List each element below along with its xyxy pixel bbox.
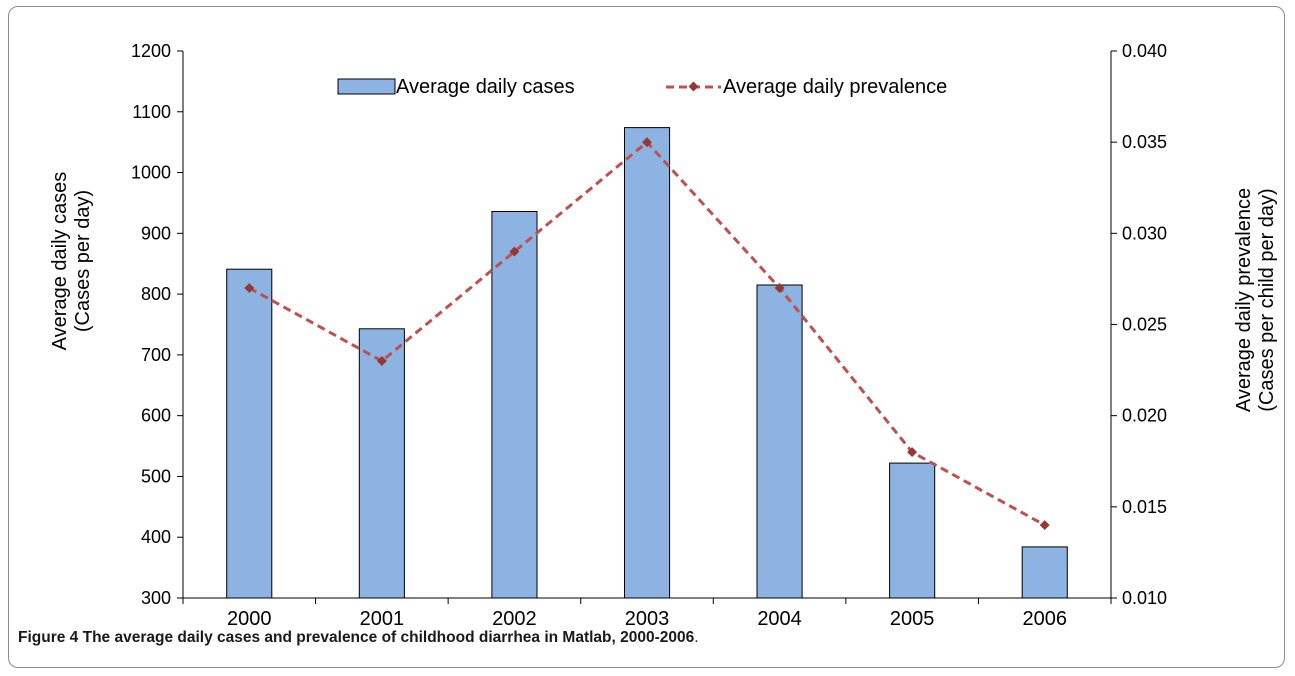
bar-2000 xyxy=(226,268,273,599)
prevalence-point-2003 xyxy=(642,137,652,148)
right-tick-label: 0.040 xyxy=(1122,41,1167,61)
y-left-label-line1: Average daily cases xyxy=(49,172,71,351)
left-axis: 300 400 500 600 700 800 900 1000 1100 1200 xyxy=(131,41,184,608)
left-tick-label: 800 xyxy=(141,284,171,304)
left-tick-label: 900 xyxy=(141,223,171,243)
bar-2005 xyxy=(889,462,936,599)
left-tick-label: 1000 xyxy=(131,163,171,183)
right-tick-label: 0.030 xyxy=(1122,223,1167,243)
right-tick-label: 0.010 xyxy=(1122,588,1167,608)
bar-2002 xyxy=(491,211,538,599)
prevalence-point-2004 xyxy=(774,283,785,293)
figure-caption: Figure 4 The average daily cases and pre… xyxy=(18,629,699,647)
line-series xyxy=(244,137,1050,531)
caption-label: Figure 4 xyxy=(18,629,79,646)
left-tick-label: 700 xyxy=(141,345,171,365)
bar-2003 xyxy=(624,127,671,599)
x-tick-label: 2006 xyxy=(1022,608,1067,630)
caption-text: The average daily cases and prevalence o… xyxy=(78,629,695,646)
x-tick-label: 2005 xyxy=(890,608,935,630)
prevalence-point-2000 xyxy=(244,283,255,293)
left-tick-label: 400 xyxy=(141,527,171,547)
caption-end: . xyxy=(694,629,699,646)
bar-series xyxy=(226,127,1068,599)
prevalence-point-2006 xyxy=(1039,520,1050,531)
right-tick-label: 0.020 xyxy=(1122,406,1167,426)
y-right-label-line1: Average daily prevalence xyxy=(1233,188,1255,412)
bar-2001 xyxy=(358,328,405,599)
prevalence-point-2005 xyxy=(907,447,918,458)
x-tick-label: 2001 xyxy=(360,608,405,630)
right-axis: 0.010 0.015 0.020 0.025 0.030 0.035 0.040 xyxy=(1110,41,1167,608)
legend-label-cases: Average daily cases xyxy=(396,76,575,98)
bar-2004 xyxy=(756,284,803,599)
x-tick-label: 2000 xyxy=(227,608,272,630)
left-tick-label: 600 xyxy=(141,406,171,426)
legend-swatch-cases xyxy=(337,78,396,95)
prevalence-point-2001 xyxy=(376,356,387,366)
x-tick-label: 2002 xyxy=(492,608,537,630)
legend-marker-prevalence xyxy=(688,81,699,92)
legend: Average daily cases Average daily preval… xyxy=(337,76,947,98)
legend-label-prevalence: Average daily prevalence xyxy=(723,76,947,98)
right-tick-label: 0.015 xyxy=(1122,497,1167,517)
y-left-label-line2: (Cases per day) xyxy=(72,190,94,332)
x-axis: 2000 2001 2002 2003 2004 2005 2006 xyxy=(182,597,1112,630)
right-tick-label: 0.025 xyxy=(1122,315,1167,335)
x-tick-label: 2003 xyxy=(625,608,670,630)
y-right-label-line2: (Cases per child per day) xyxy=(1256,188,1278,411)
left-tick-label: 300 xyxy=(141,588,171,608)
x-tick-label: 2004 xyxy=(757,608,802,630)
prevalence-point-2002 xyxy=(509,246,520,257)
bar-2006 xyxy=(1021,546,1068,599)
left-tick-label: 1200 xyxy=(131,41,171,61)
right-tick-label: 0.035 xyxy=(1122,132,1167,152)
left-tick-label: 1100 xyxy=(132,102,171,122)
left-tick-label: 500 xyxy=(141,466,171,486)
